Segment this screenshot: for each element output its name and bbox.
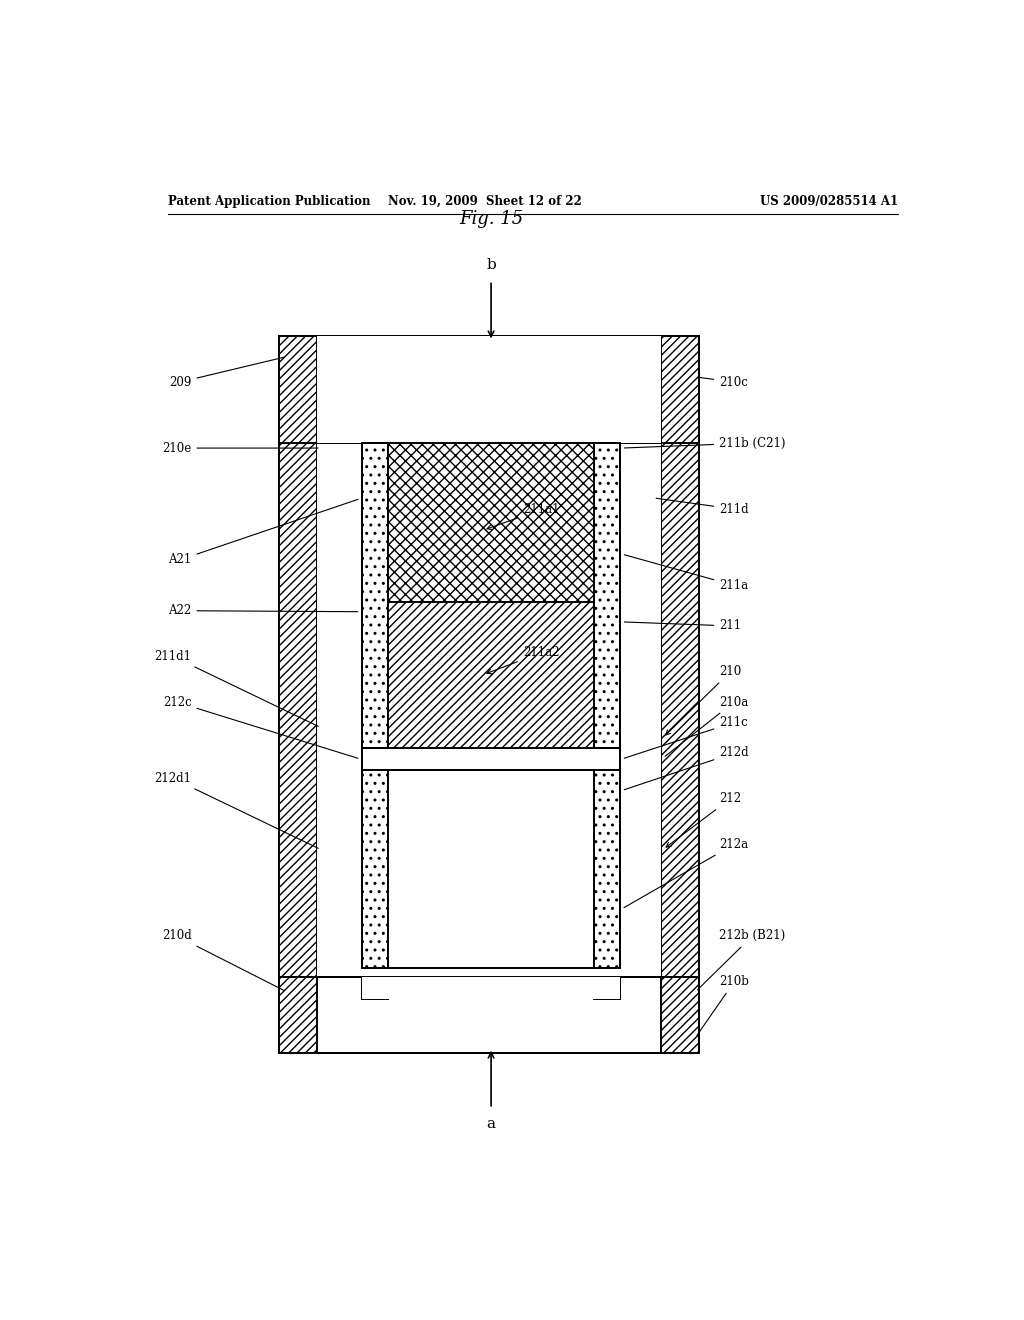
Text: 212d1: 212d1 [155,772,318,849]
Text: 210: 210 [666,665,741,735]
Bar [362,977,620,999]
Bar [594,771,621,969]
Bar [316,444,662,977]
Text: 210a: 210a [665,696,749,756]
Bar [662,337,699,1053]
Bar [662,977,699,1053]
Bar [594,444,621,748]
Bar [388,771,594,969]
Bar [388,602,594,748]
Text: 210d: 210d [162,929,285,990]
Text: 212: 212 [666,792,741,847]
Text: 211b (C21): 211b (C21) [625,437,785,450]
Text: 211c: 211c [625,715,748,758]
Text: 210e: 210e [162,442,318,454]
Bar [279,337,316,1053]
Text: 212a: 212a [624,838,749,908]
Text: 211a2: 211a2 [486,647,559,673]
Text: 210b: 210b [697,975,750,1035]
Bar [279,977,699,1053]
Text: 210c: 210c [698,375,749,388]
Bar [662,337,699,444]
Text: b: b [486,259,496,272]
Text: a: a [486,1117,496,1131]
Bar [279,337,699,444]
Bar [362,444,388,748]
Text: A22: A22 [168,605,357,618]
Text: Patent Application Publication: Patent Application Publication [168,194,371,207]
Text: 211a2: 211a2 [473,833,509,846]
Text: Nov. 19, 2009  Sheet 12 of 22: Nov. 19, 2009 Sheet 12 of 22 [388,194,582,207]
Bar [362,748,620,771]
Bar [362,771,388,969]
Text: 212d: 212d [625,747,749,789]
Text: 209: 209 [169,358,284,388]
Text: 211a1: 211a1 [487,503,559,529]
Bar [388,444,594,602]
Text: 212b (B21): 212b (B21) [697,929,785,990]
Bar [362,771,620,969]
Text: 211d: 211d [656,498,749,516]
Text: 211: 211 [625,619,741,632]
Text: Fig. 15: Fig. 15 [459,210,523,228]
Bar [362,337,620,444]
Bar [362,444,620,748]
Text: 212c: 212c [163,696,357,758]
Text: 211d1: 211d1 [155,649,318,726]
Bar [316,337,662,444]
Text: US 2009/0285514 A1: US 2009/0285514 A1 [760,194,898,207]
Text: 211a1: 211a1 [473,383,509,396]
Bar [279,977,316,1053]
Bar [279,337,316,444]
Text: 211a: 211a [625,554,749,591]
Text: A21: A21 [168,499,358,566]
